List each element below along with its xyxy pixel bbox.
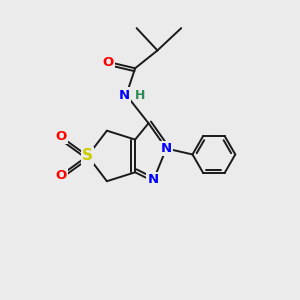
Text: O: O [103, 56, 114, 69]
Text: O: O [55, 169, 67, 182]
Text: N: N [119, 88, 130, 101]
Text: H: H [135, 88, 146, 101]
Text: N: N [147, 173, 158, 186]
Text: O: O [55, 130, 67, 143]
Text: N: N [161, 142, 172, 155]
Text: S: S [82, 148, 93, 164]
